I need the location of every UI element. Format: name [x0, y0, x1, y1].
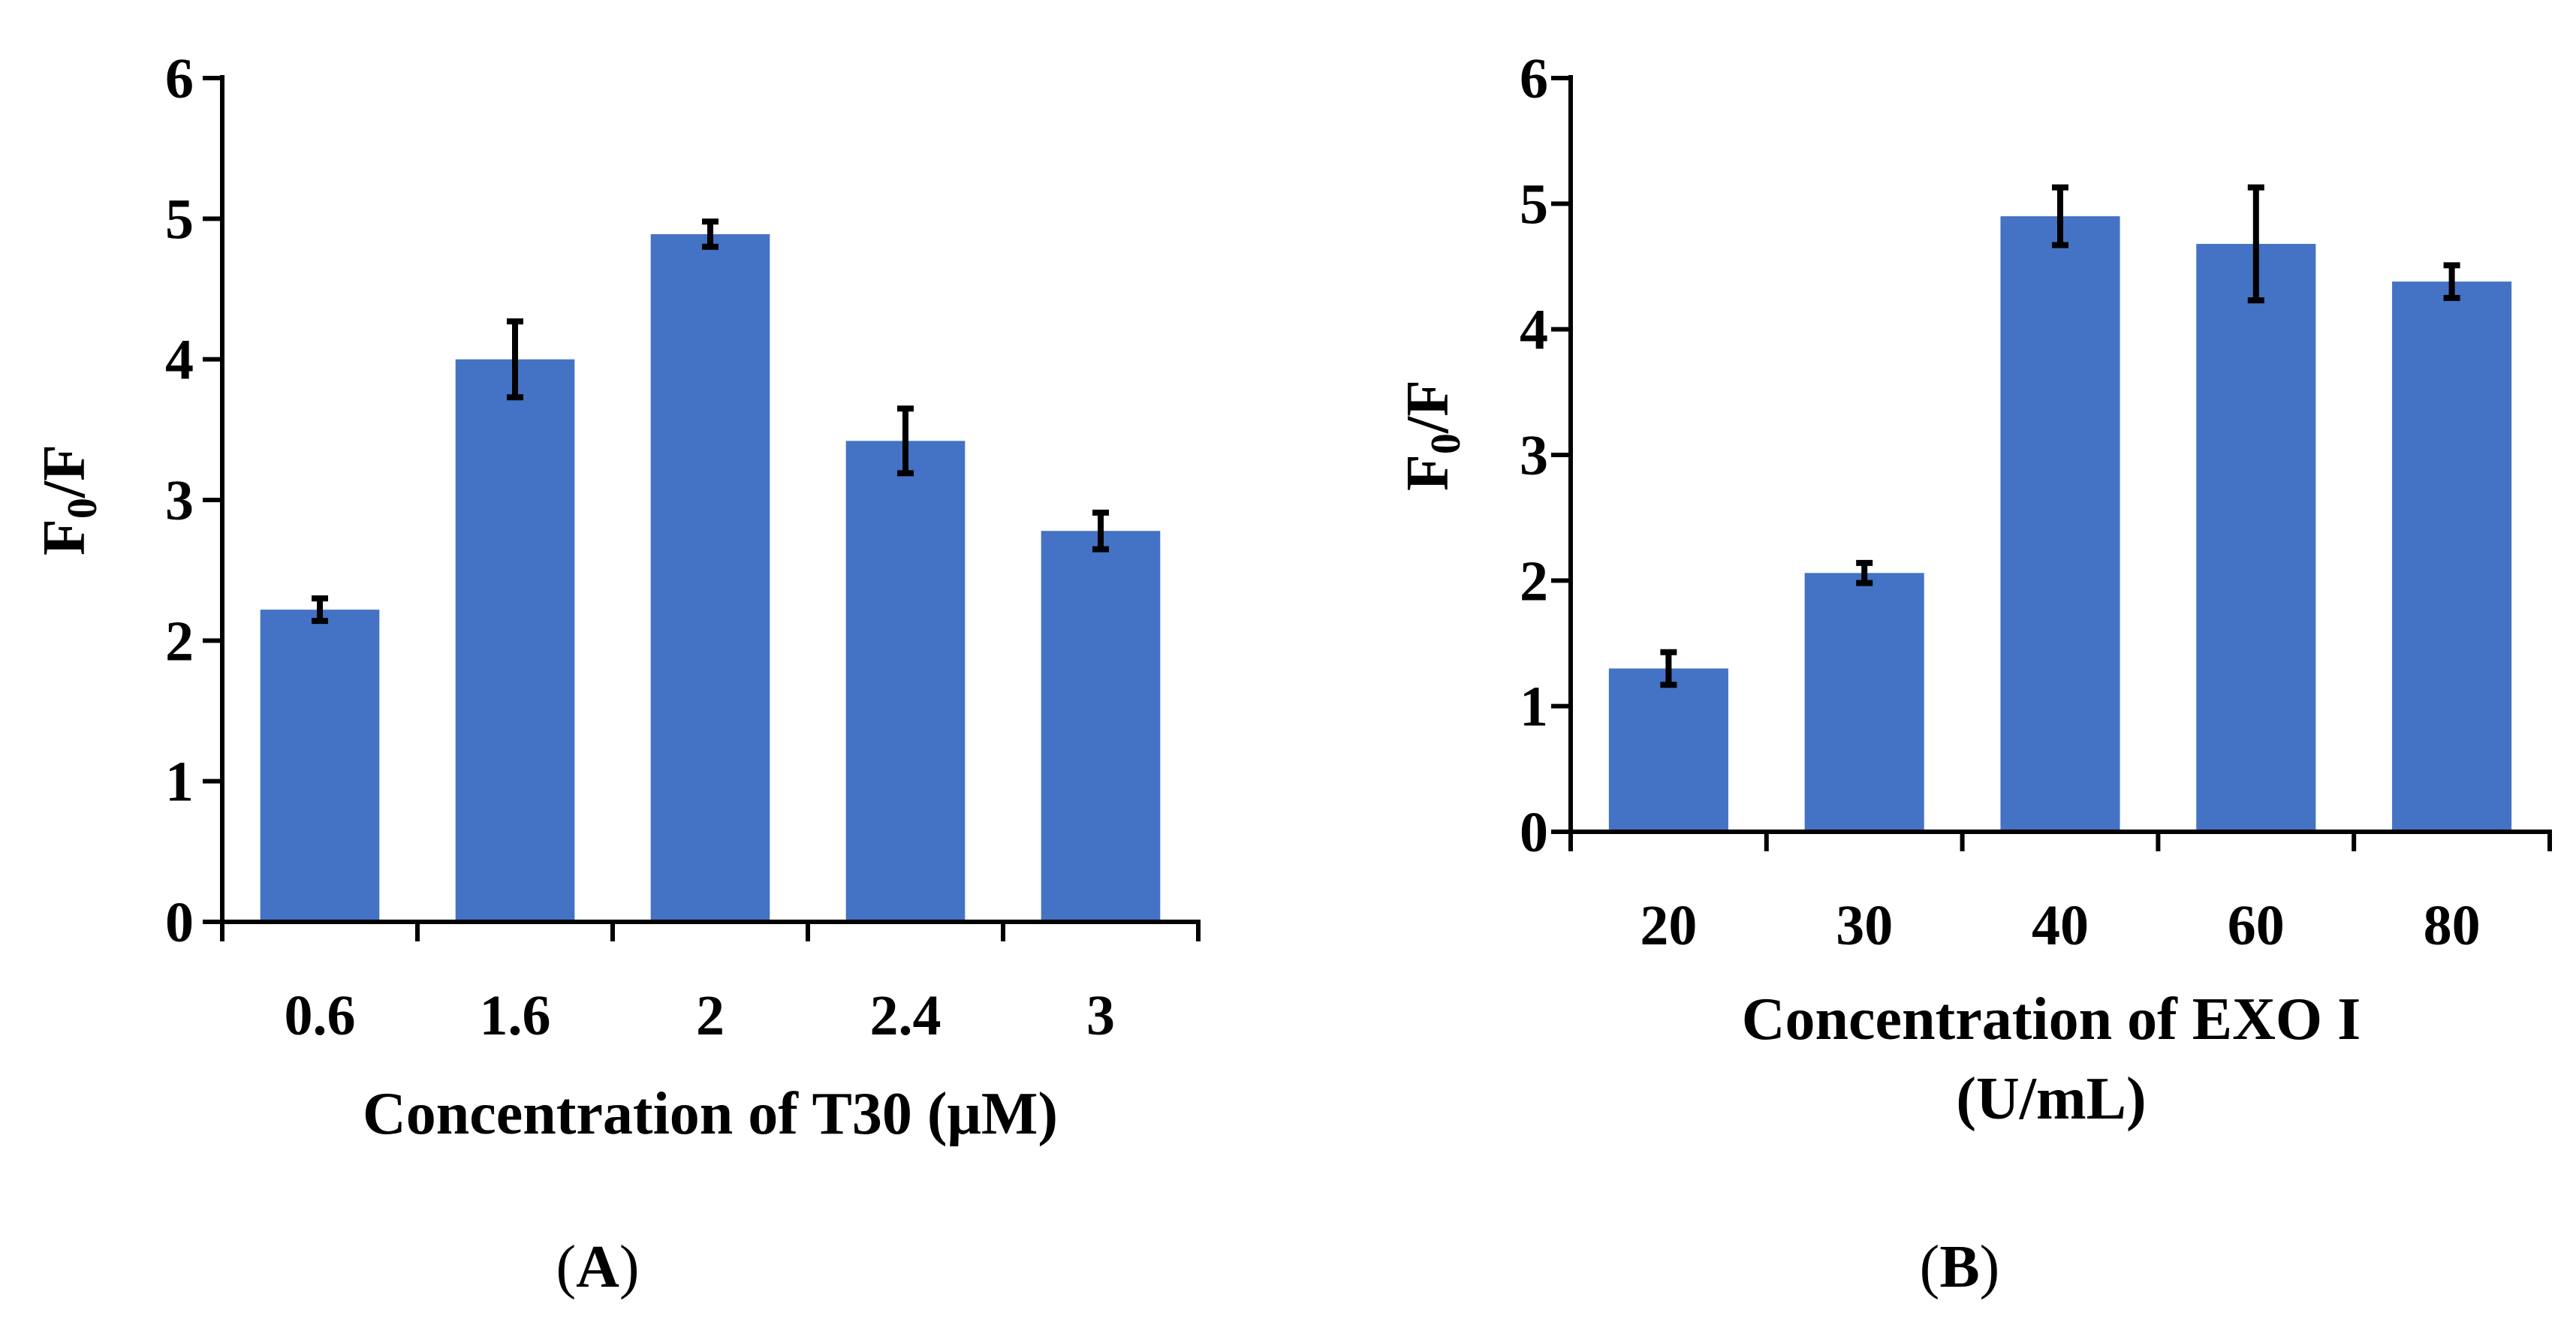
- panel-a-y-tick-label: 4: [165, 329, 194, 392]
- panel-a-error-bar: [702, 218, 719, 250]
- panel-b-error-bar: [1856, 559, 1873, 586]
- panel-a-y-tick-label: 6: [165, 47, 194, 110]
- panel-a-error-bar: [1092, 509, 1109, 553]
- panel-a-label: (A): [556, 1234, 639, 1300]
- panel-a-bar: [650, 233, 770, 922]
- panel-b-bar: [1608, 668, 1728, 832]
- panel-a-bar: [455, 359, 575, 923]
- panel-a-x-tick-label: 2.4: [870, 984, 942, 1047]
- panel-b-x-axis-title: Concentration of EXO I: [1742, 986, 2361, 1052]
- panel-b-y-tick-label: 2: [1520, 550, 1548, 613]
- panel-b-chart: 0 1 2 3 4 5 6 20 30 40 60 80 Concentration of EXO I (…: [1395, 47, 2552, 1300]
- panel-b-y-tick-label: 5: [1520, 173, 1548, 236]
- panel-b-bar: [2392, 282, 2512, 833]
- panel-b-error-bar: [2052, 184, 2068, 248]
- panel-b-bar: [1804, 573, 1924, 832]
- panel-a-y-tick-label: 2: [165, 610, 194, 673]
- panel-b-x-axis-title: (U/mL): [1956, 1066, 2146, 1132]
- panel-a-x-axis-title: Concentration of T30 (μM): [363, 1081, 1058, 1147]
- panel-a-error-bar: [312, 595, 328, 625]
- panel-a-y-axis-title: F0/F: [32, 444, 106, 556]
- panel-a-error-bar: [897, 405, 914, 477]
- panel-b-bar: [2196, 243, 2316, 832]
- panel-b-x-tick-label: 40: [2032, 894, 2089, 957]
- panel-b-error-bar: [2443, 262, 2460, 301]
- panel-b-label: (B): [1920, 1234, 2000, 1300]
- panel-b-error-bar: [2247, 184, 2264, 304]
- panel-a-x-tick-label: 2: [696, 984, 725, 1047]
- panel-a-y-tick-label: 1: [165, 751, 194, 814]
- panel-b-error-bar: [1660, 649, 1677, 688]
- panel-b-y-tick-label: 6: [1520, 47, 1548, 110]
- panel-a-y-tick-label: 3: [165, 469, 194, 532]
- panel-a-bar: [845, 441, 966, 922]
- panel-b-y-axis-title: F0/F: [1395, 380, 1469, 491]
- panel-b-x-tick-label: 60: [2228, 894, 2285, 957]
- panel-b-y-tick-label: 4: [1520, 299, 1548, 362]
- panel-a-y-tick-label: 5: [165, 188, 194, 251]
- panel-a-x-tick-label: 3: [1086, 984, 1115, 1047]
- panel-b-x-tick-label: 80: [2424, 894, 2481, 957]
- panel-a-bar: [1041, 531, 1161, 922]
- panel-b-x-tick-label: 20: [1640, 894, 1697, 957]
- panel-b-y-tick-label: 1: [1520, 676, 1548, 739]
- panel-a-y-tick-label: 0: [165, 891, 194, 954]
- panel-b-y-tick-label: 3: [1520, 424, 1548, 487]
- panel-a-bar: [260, 610, 380, 922]
- panel-b-x-tick-label: 30: [1836, 894, 1893, 957]
- panel-a-chart: 0 1 2 3 4 5 6 0.6 1.6 2 2.4 3 Concentration of T30 (…: [32, 47, 1201, 1300]
- panel-b-y-tick-label: 0: [1520, 801, 1548, 864]
- panel-a-x-tick-label: 0.6: [285, 984, 356, 1047]
- panel-b-bar: [2000, 216, 2120, 833]
- panel-a-x-tick-label: 1.6: [480, 984, 551, 1047]
- panel-a-error-bar: [507, 318, 523, 401]
